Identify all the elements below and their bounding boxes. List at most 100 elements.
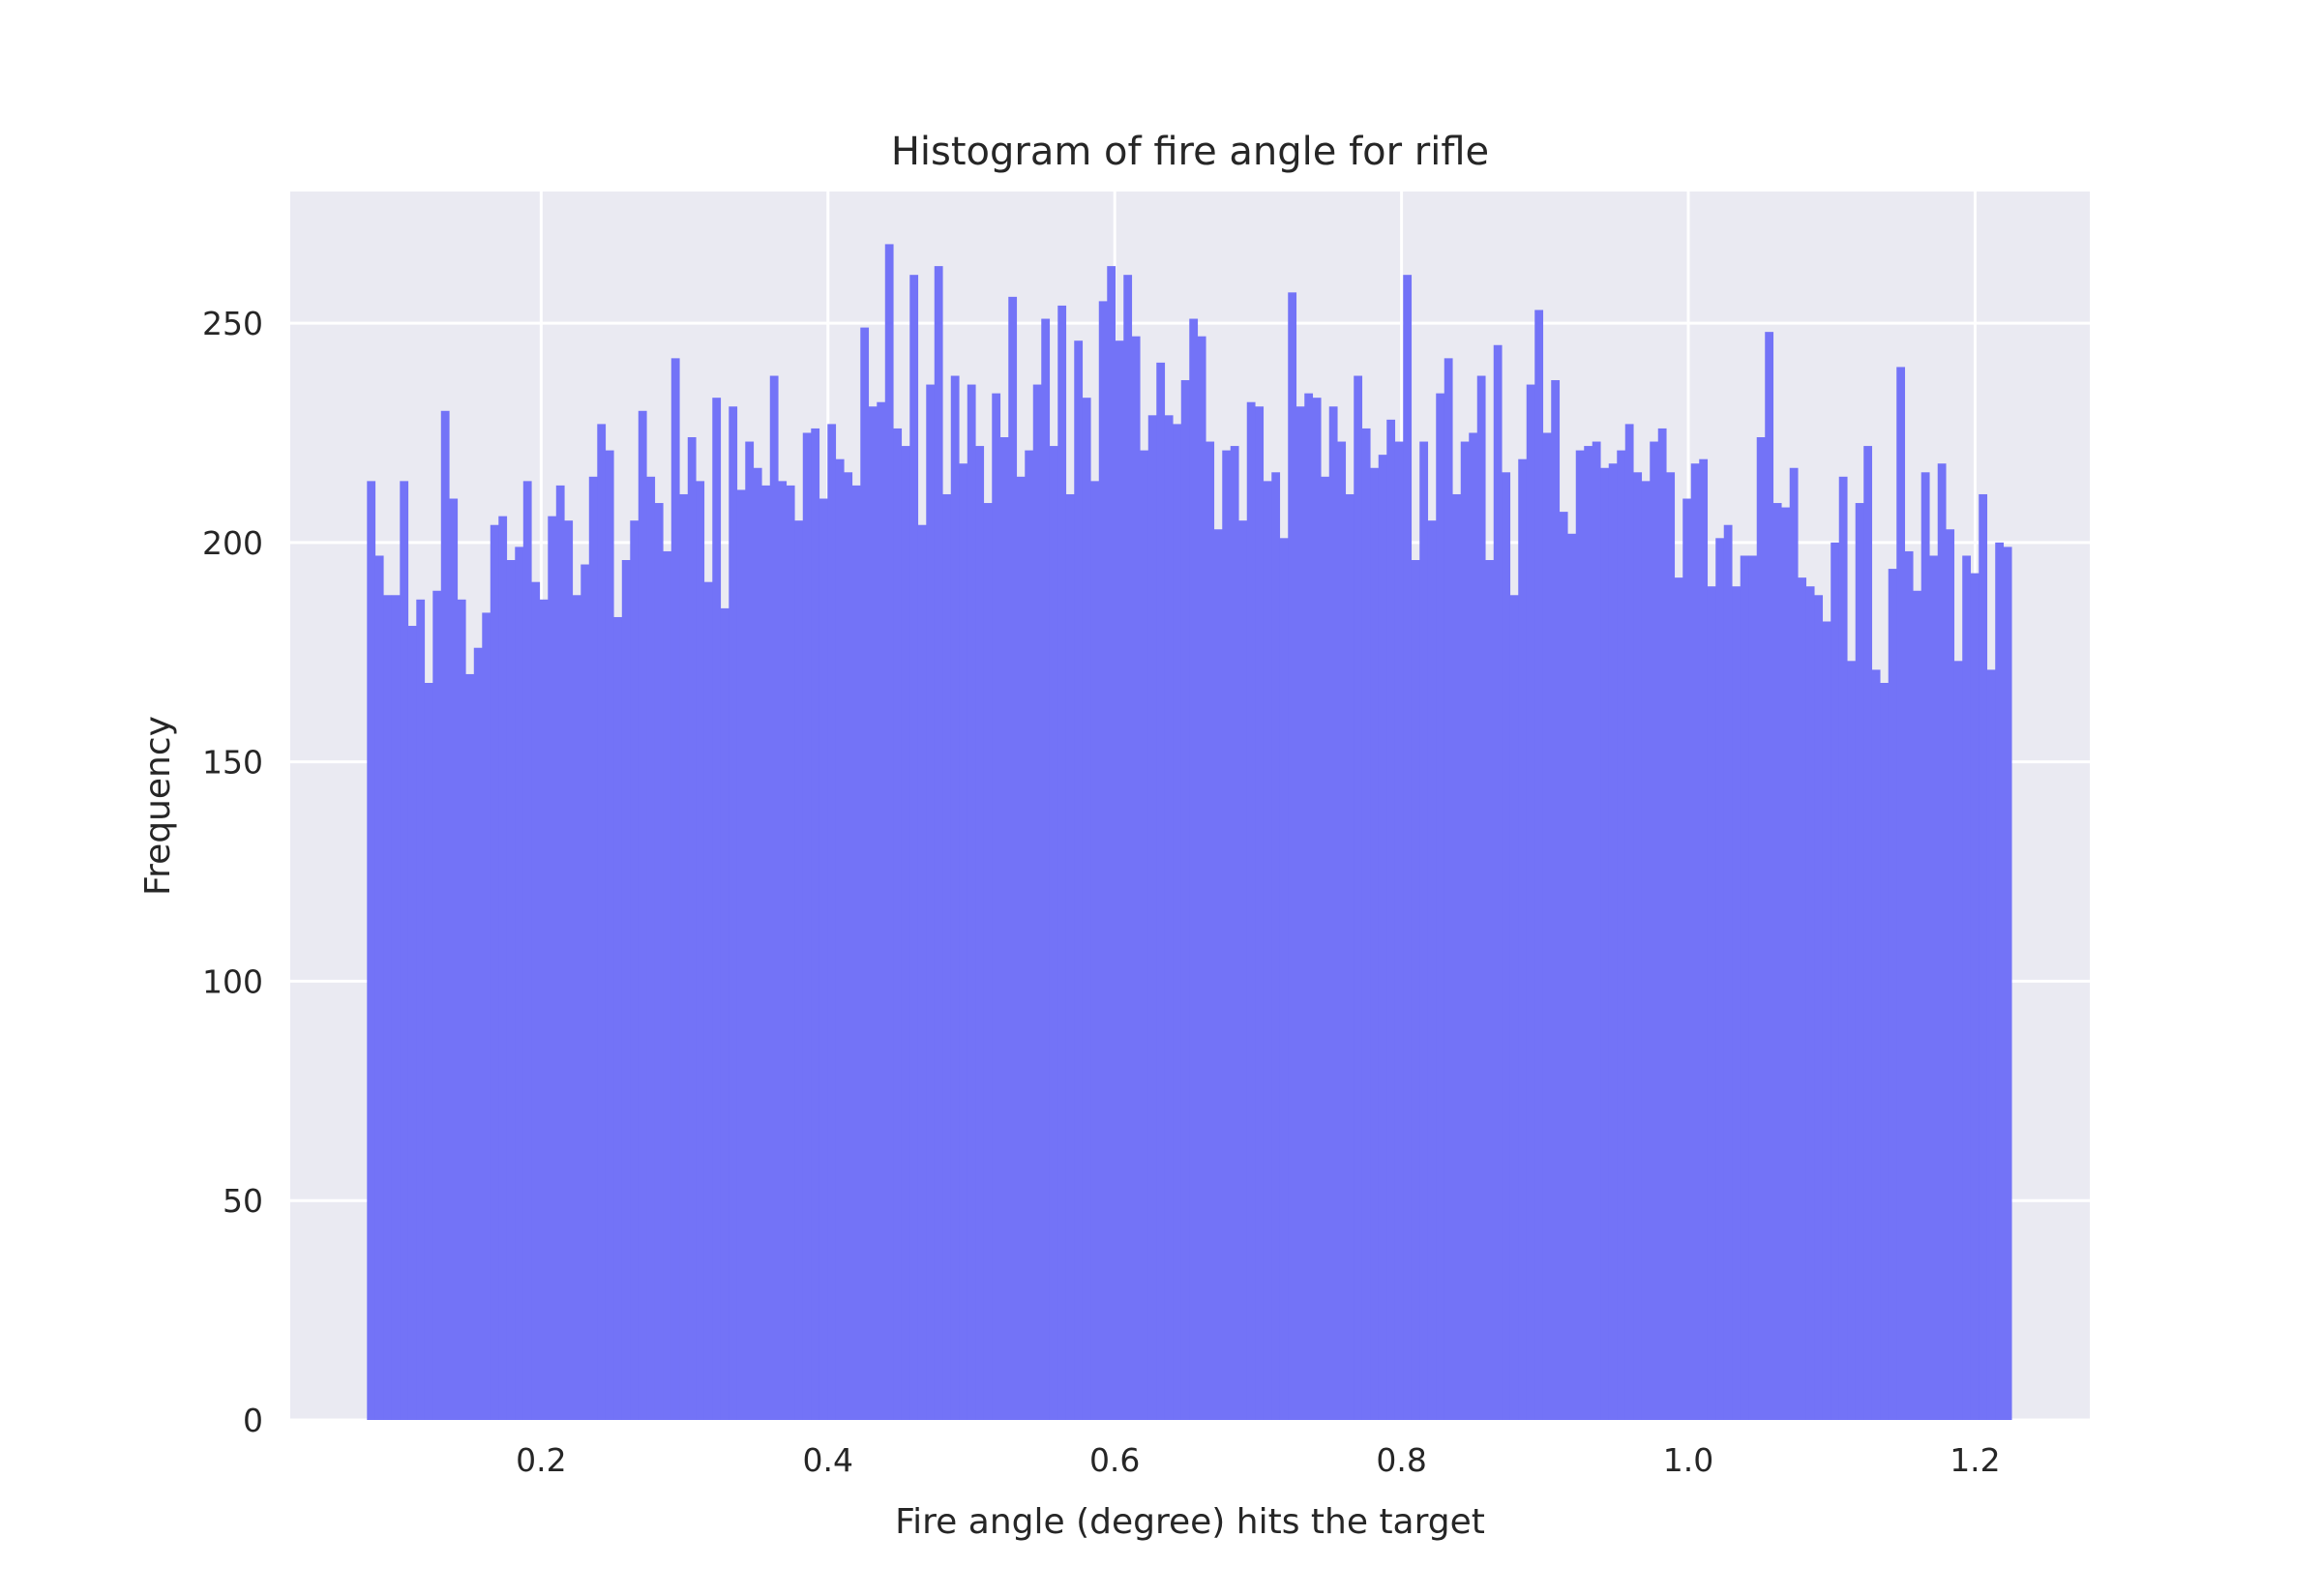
histogram-bar [1584, 446, 1593, 1421]
histogram-bar [1493, 344, 1503, 1420]
histogram-bar [638, 410, 647, 1421]
histogram-bar [1633, 472, 1643, 1420]
histogram-bar [1460, 441, 1470, 1420]
histogram-bar [1682, 498, 1692, 1420]
histogram-bar [1798, 577, 1807, 1420]
histogram-bar [1032, 384, 1042, 1421]
x-tick-label: 0.8 [1376, 1441, 1426, 1479]
histogram-bar [539, 599, 549, 1420]
histogram-bar [835, 458, 845, 1420]
histogram-bar [1378, 455, 1387, 1421]
histogram-bar [1732, 586, 1742, 1420]
chart-title: Histogram of fire angle for rifle [891, 130, 1489, 174]
histogram-bar [1452, 493, 1462, 1420]
histogram-bar [1953, 661, 1963, 1420]
histogram-bar [983, 503, 993, 1420]
histogram-bar [934, 266, 943, 1420]
y-axis-label: Frequency [138, 716, 178, 896]
histogram-bar [1831, 542, 1840, 1420]
histogram-bar [1608, 463, 1618, 1420]
histogram-bar [745, 441, 755, 1420]
histogram-bar [1650, 441, 1659, 1420]
histogram-bar [1123, 275, 1133, 1420]
histogram-bar [844, 472, 853, 1420]
x-axis-label: Fire angle (degree) hits the target [895, 1502, 1485, 1542]
histogram-bar [802, 432, 812, 1420]
histogram-bar [654, 503, 664, 1420]
histogram-bar [1246, 401, 1256, 1420]
y-tick-label: 50 [223, 1182, 263, 1220]
histogram-bar [819, 498, 828, 1420]
x-tick-label: 1.0 [1663, 1441, 1713, 1479]
histogram-bar [605, 450, 614, 1420]
histogram-bar [909, 275, 919, 1420]
histogram-bar [999, 437, 1009, 1420]
histogram-bar [1871, 669, 1881, 1420]
histogram-bar [1156, 362, 1166, 1421]
histogram-bar [1781, 507, 1791, 1420]
histogram-bar [1674, 577, 1683, 1420]
histogram-bar [1016, 476, 1026, 1421]
histogram-bar [424, 683, 433, 1420]
histogram-bar [1107, 266, 1116, 1420]
histogram-bar [1361, 428, 1371, 1420]
histogram-bar [613, 616, 623, 1420]
histogram-bar [860, 327, 870, 1420]
y-tick-label: 0 [243, 1402, 263, 1439]
histogram-bar [1814, 595, 1824, 1420]
histogram-bar [1838, 476, 1848, 1421]
histogram-bar [786, 485, 795, 1421]
histogram-bar [1748, 555, 1758, 1420]
histogram-bar [1345, 493, 1354, 1420]
histogram-bar [1822, 621, 1831, 1420]
y-tick-label: 100 [202, 962, 263, 1000]
histogram-bar [1354, 375, 1363, 1420]
histogram-bar [1403, 275, 1413, 1420]
x-tick-label: 0.4 [803, 1441, 853, 1479]
y-axis-ticks: 0 50 100 150 200 250 [202, 305, 263, 1439]
histogram-bar [391, 595, 401, 1420]
histogram-bar [531, 581, 541, 1420]
histogram-bar [580, 564, 590, 1420]
histogram-bar [1937, 463, 1947, 1420]
histogram-bar [1411, 560, 1420, 1420]
histogram-bar [1444, 358, 1453, 1420]
histogram-bar [1049, 446, 1058, 1421]
histogram-bar [506, 560, 516, 1420]
histogram-bar [1567, 533, 1577, 1420]
histogram-bar [1690, 463, 1700, 1420]
histogram-bar [1025, 450, 1034, 1420]
histogram-bar [465, 673, 475, 1420]
histogram-bar [851, 485, 861, 1421]
histogram-bar [778, 481, 788, 1420]
histogram-bar [917, 524, 927, 1420]
histogram-bar [901, 446, 910, 1421]
histogram-bar [1756, 437, 1766, 1420]
x-tick-label: 0.6 [1089, 1441, 1140, 1479]
histogram-bar [1863, 446, 1873, 1421]
histogram-bar [1970, 573, 1980, 1420]
histogram-bar [1986, 669, 1996, 1420]
histogram-bar [811, 428, 820, 1420]
histogram-bar [1180, 380, 1190, 1421]
histogram-bar [1213, 529, 1223, 1420]
histogram-bar [884, 244, 894, 1420]
histogram-bar [1772, 503, 1782, 1420]
histogram-bar [1880, 683, 1890, 1420]
histogram-bar [1147, 415, 1157, 1421]
histogram-bar [432, 590, 442, 1420]
histogram-bar [1979, 493, 1988, 1420]
histogram-bar [1279, 538, 1289, 1420]
histogram-bar [1542, 432, 1552, 1420]
histogram-bar [959, 463, 968, 1420]
histogram-bar [555, 485, 565, 1421]
histogram-bar [1189, 318, 1199, 1421]
histogram-bar [992, 393, 1001, 1421]
histogram-bar [1888, 569, 1897, 1420]
histogram-bar [1740, 555, 1749, 1420]
histogram-bar [1041, 318, 1051, 1421]
histogram-bar [736, 489, 746, 1420]
x-axis-ticks: 0.2 0.4 0.6 0.8 1.0 1.2 [516, 1441, 2001, 1479]
histogram-bar [1485, 560, 1495, 1420]
